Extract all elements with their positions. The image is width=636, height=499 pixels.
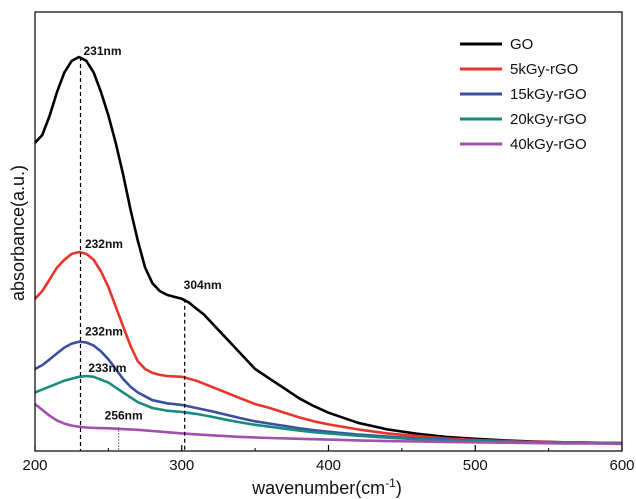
legend-label: 15kGy-rGO (510, 86, 587, 103)
x-tick-label: 200 (22, 457, 47, 474)
axes: 200 300 400 500 600 (22, 11, 635, 474)
x-tick-label: 300 (169, 457, 194, 474)
legend-entry: 15kGy-rGO (460, 86, 587, 103)
legend-entry: GO (460, 36, 533, 53)
peak-label: 232nm (85, 237, 123, 251)
x-axis-label: wavenumber(cm-1) (251, 476, 402, 498)
x-tick-label: 600 (609, 457, 634, 474)
legend-label: GO (510, 36, 533, 53)
y-axis-label: absorbance(a.u.) (8, 165, 28, 301)
legend-entry: 40kGy-rGO (460, 136, 587, 153)
series-line (34, 250, 623, 445)
peak-label: 231nm (83, 44, 121, 58)
peak-markers: 231nm 232nm 304nm 232nm 233nm 256nm (79, 44, 222, 451)
series-line (34, 403, 623, 446)
legend-label: 20kGy-rGO (510, 111, 587, 128)
legend: GO 5kGy-rGO 15kGy-rGO 20kGy-rGO 40kGy-rGO (460, 36, 587, 153)
legend-entry: 20kGy-rGO (460, 111, 587, 128)
peak-label: 233nm (88, 361, 126, 375)
legend-label: 40kGy-rGO (510, 136, 587, 153)
peak-label: 256nm (105, 409, 143, 423)
series-line (34, 55, 623, 445)
plot-area (34, 55, 623, 446)
x-tick-label: 400 (316, 457, 341, 474)
peak-label: 232nm (85, 325, 123, 339)
legend-entry: 5kGy-rGO (460, 61, 578, 78)
peak-label: 304nm (184, 278, 222, 292)
legend-label: 5kGy-rGO (510, 61, 578, 78)
x-tick-label: 500 (463, 457, 488, 474)
